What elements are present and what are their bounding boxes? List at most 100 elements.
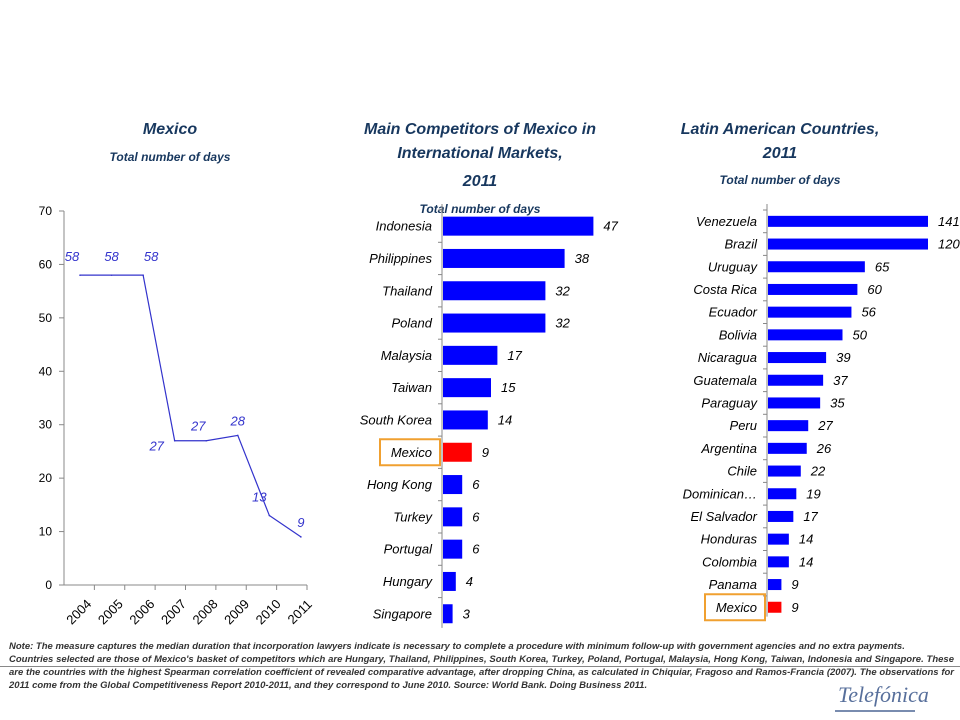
line-data-label: 27 [148, 439, 164, 454]
bar3-bar [768, 488, 797, 500]
bar2-category-label: Hong Kong [367, 477, 433, 492]
bar2-category-label: Taiwan [391, 380, 432, 395]
bar3-category-label: El Salvador [691, 509, 758, 524]
bar2-value-label: 32 [555, 316, 570, 331]
bar3-category-label: Chile [727, 464, 757, 479]
bar2-bar [443, 281, 546, 301]
line-point [142, 274, 144, 276]
bar3-bar [768, 374, 824, 386]
bar3-bar [768, 238, 928, 250]
bar3-category-label: Dominican… [683, 486, 757, 501]
bar3-bar [768, 261, 865, 273]
bar2-value-label: 17 [507, 348, 522, 363]
line-y-tick-label: 40 [39, 364, 53, 378]
footnote-measure: Note: The measure captures the median du… [9, 641, 905, 652]
bar3-value-label: 14 [799, 554, 813, 569]
bar3-value-label: 37 [833, 373, 848, 388]
line-y-tick-label: 10 [39, 525, 53, 539]
line-x-tick-label: 2006 [126, 596, 157, 627]
line-point [205, 439, 208, 442]
bar2-value-label: 6 [472, 542, 480, 557]
line-data-label: 58 [104, 249, 119, 264]
bar3-category-label: Honduras [701, 532, 758, 547]
bar3-category-label: Guatemala [693, 373, 757, 388]
bar3-bar [768, 533, 789, 545]
bar3-bar [768, 283, 858, 295]
bar2-bar [443, 248, 565, 268]
bar3-bar [768, 352, 827, 364]
bar2-category-label: Portugal [384, 542, 434, 557]
bar2-bar [443, 507, 463, 527]
line-data-label: 13 [252, 490, 267, 505]
bar2-category-label: South Korea [360, 413, 432, 428]
bar3-value-label: 27 [817, 418, 833, 433]
chart1-title: Mexico [142, 121, 198, 138]
bar3-bar [768, 556, 789, 568]
line-x-tick-label: 2005 [95, 596, 126, 627]
bar3-value-label: 39 [836, 350, 850, 365]
bar3-bar [768, 306, 852, 318]
bar3-value-label: 56 [861, 305, 876, 320]
bar2-value-label: 3 [463, 606, 471, 621]
bar3-category-label: Paraguay [701, 396, 758, 411]
bar3-category-label: Bolivia [719, 327, 757, 342]
bar3-category-label: Colombia [702, 554, 757, 569]
line-data-label: 28 [230, 413, 246, 428]
line-y-tick-label: 0 [45, 578, 52, 592]
footnotes: Note: The measure captures the median du… [9, 640, 954, 692]
bar3-category-label: Venezuela [696, 214, 757, 229]
chart3-subtitle: Total number of days [719, 173, 841, 187]
bar3-value-label: 14 [799, 532, 813, 547]
line-data-label: 58 [144, 249, 159, 264]
telefonica-logo: Telefónica [838, 682, 929, 707]
footer-divider [0, 666, 960, 667]
bar3-category-label: Brazil [724, 237, 758, 252]
bar3-value-label: 17 [803, 509, 818, 524]
line-series-mexico [80, 274, 302, 538]
bar2-bar [443, 604, 453, 624]
bar2-category-label: Indonesia [376, 219, 432, 234]
bar3-highlight-box [704, 593, 766, 622]
line-y-tick-label: 30 [39, 418, 53, 432]
bar2-bar [443, 313, 546, 333]
bar3-bar [768, 601, 782, 613]
bar3-value-label: 9 [791, 577, 798, 592]
bar3-value-label: 120 [938, 237, 960, 252]
line-x-tick-label: 2011 [285, 597, 315, 627]
bar3-bar [768, 465, 801, 477]
line-point [236, 434, 239, 437]
line-y-tick-label: 50 [39, 311, 53, 325]
bar2-bar [443, 345, 498, 365]
bar2-bar [443, 539, 463, 559]
bar2-value-label: 6 [472, 477, 480, 492]
bar2-bar [443, 571, 456, 591]
bar3-value-label: 65 [875, 259, 890, 274]
line-x-tick-label: 2004 [63, 596, 94, 627]
bar3-bar [768, 442, 807, 454]
bar3-bar [768, 510, 794, 522]
line-data-label: 9 [297, 515, 304, 530]
bar2-category-label: Philippines [369, 251, 432, 266]
line-y-tick-label: 20 [39, 471, 53, 485]
bar3-value-label: 22 [810, 464, 826, 479]
bar3-category-label: Nicaragua [698, 350, 757, 365]
line-y-tick-label: 60 [39, 257, 53, 271]
line-point [79, 274, 81, 276]
bar3-value-label: 50 [853, 327, 868, 342]
bar2-category-label: Turkey [393, 509, 433, 524]
bar3-bar [768, 215, 928, 227]
bar2-value-label: 47 [603, 219, 618, 234]
line-x-tick-label: 2009 [221, 596, 252, 627]
chart3-title: Latin American Countries, [680, 121, 880, 138]
bar2-value-label: 15 [501, 380, 516, 395]
bar2-bar [443, 378, 491, 398]
line-point [110, 274, 113, 276]
bar2-category-label: Mexico [391, 445, 432, 460]
bar2-category-label: Singapore [373, 606, 432, 621]
bar3-category-label: Panama [709, 577, 757, 592]
bar2-bar [443, 442, 472, 462]
bar3-category-label: Uruguay [708, 259, 759, 274]
line-y-tick-label: 70 [39, 204, 53, 218]
bar2-value-label: 6 [472, 509, 480, 524]
